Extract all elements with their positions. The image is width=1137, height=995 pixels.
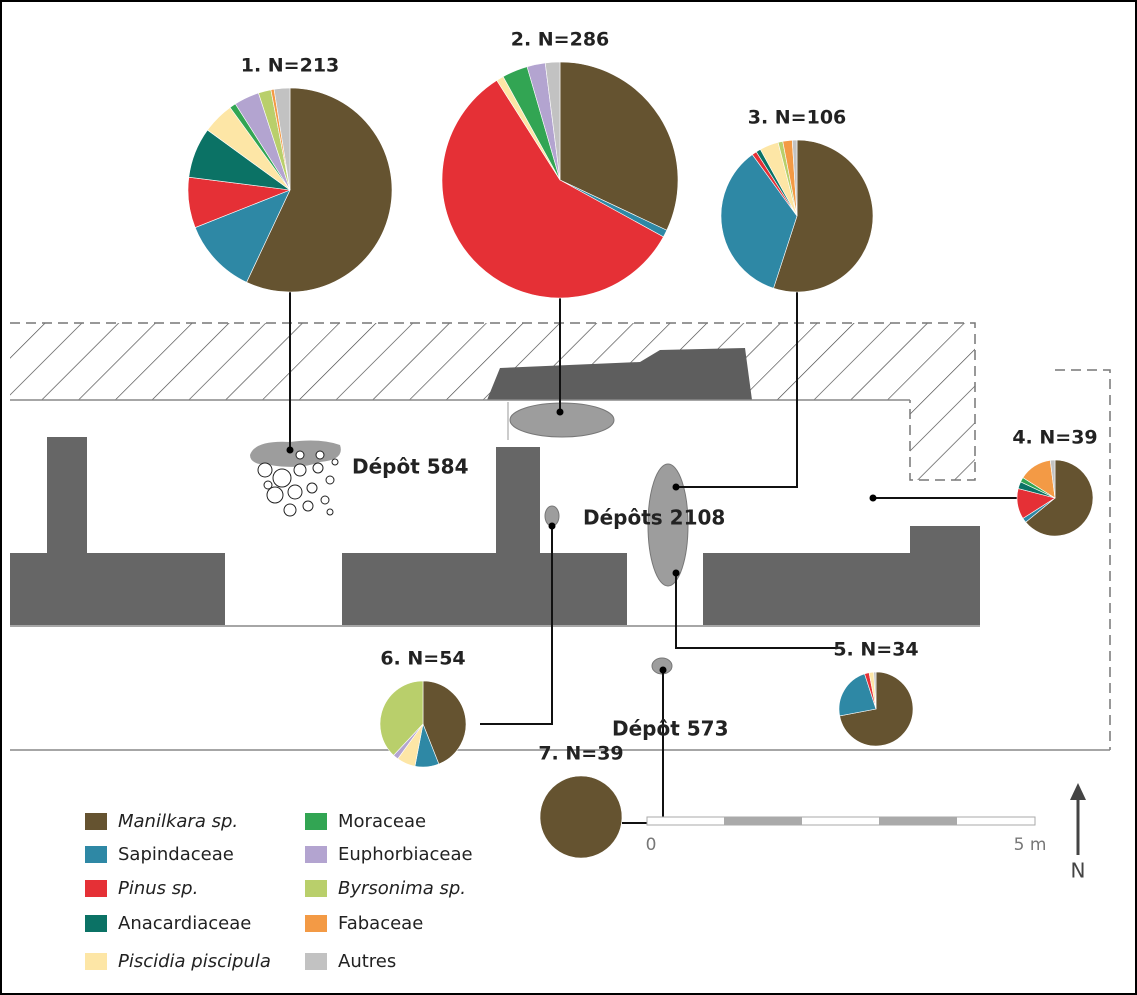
pie-title: 2. N=286 [511, 29, 610, 51]
pie-title: 5. N=34 [833, 639, 918, 661]
legend-label: Autres [338, 951, 396, 972]
legend-swatch [305, 813, 327, 830]
legend-label: Sapindaceae [118, 844, 234, 865]
legend-swatch [85, 813, 107, 830]
scale-label: 0 [646, 835, 657, 855]
pie-slice [791, 139, 798, 217]
pie-slice [839, 671, 914, 747]
legend-swatch [305, 915, 327, 932]
hatched-area [910, 400, 975, 480]
pie-slice [544, 61, 561, 181]
pie-slice [773, 139, 874, 293]
dashed-outline [10, 322, 976, 481]
legend-swatch [305, 880, 327, 897]
legend-label: Fabaceae [338, 913, 423, 934]
pie-title: 1. N=213 [241, 55, 340, 77]
pie-slice [1049, 459, 1056, 499]
pie-slice [838, 673, 877, 717]
legend-label: Piscidia piscipula [118, 951, 271, 972]
wall [10, 437, 225, 625]
legend: Manilkara sp. Sapindaceae Pinus sp. Anacard… [85, 811, 473, 972]
legend-swatch [305, 953, 327, 970]
pie-slice [539, 775, 623, 859]
pie-slice [559, 61, 679, 231]
legend-swatch [85, 846, 107, 863]
pie-slice [1025, 459, 1094, 537]
pie-slice [246, 87, 393, 293]
legend-swatch [305, 846, 327, 863]
pie-title: 3. N=106 [748, 107, 847, 129]
pie-slice [873, 671, 877, 710]
pie-title: 7. N=39 [538, 743, 623, 765]
leader-lines [286, 292, 1017, 824]
pie-title: 6. N=54 [380, 648, 465, 670]
deposit [509, 402, 615, 438]
deposit [250, 440, 341, 467]
pie-slice [379, 680, 424, 756]
legend-label: Moraceae [338, 811, 426, 832]
wall [342, 447, 627, 625]
wall [703, 526, 980, 625]
deposit-label: Dépôts 2108 [583, 506, 725, 530]
legend-label: Anacardiaceae [118, 913, 251, 934]
pie-slice [720, 154, 798, 289]
dashed-outline [1055, 369, 1111, 750]
legend-label: Manilkara sp. [118, 811, 238, 832]
deposit [647, 463, 689, 587]
legend-swatch [85, 915, 107, 932]
pie-slice [422, 680, 467, 765]
structure [487, 348, 752, 400]
legend-swatch [85, 880, 107, 897]
legend-swatch [85, 953, 107, 970]
scale-bar [646, 816, 1036, 826]
stones [257, 450, 339, 517]
north-label: N [1071, 859, 1086, 883]
pie-charts: 1. N=213 2. N=286 3. N=106 4. N=39 5. N=34 6.… [187, 29, 1098, 859]
scale-label: 5 m [1014, 835, 1047, 855]
legend-label: Euphorbiaceae [338, 844, 473, 865]
north-arrow [1070, 783, 1086, 855]
pie-slice [273, 87, 291, 191]
pie-title: 4. N=39 [1012, 427, 1097, 449]
pie-slice [194, 189, 291, 283]
deposit-label: Dépôt 573 [612, 717, 729, 741]
legend-label: Byrsonima sp. [338, 878, 466, 899]
legend-label: Pinus sp. [118, 878, 198, 899]
deposit-label: Dépôt 584 [352, 455, 469, 479]
pie-slice [441, 79, 664, 299]
